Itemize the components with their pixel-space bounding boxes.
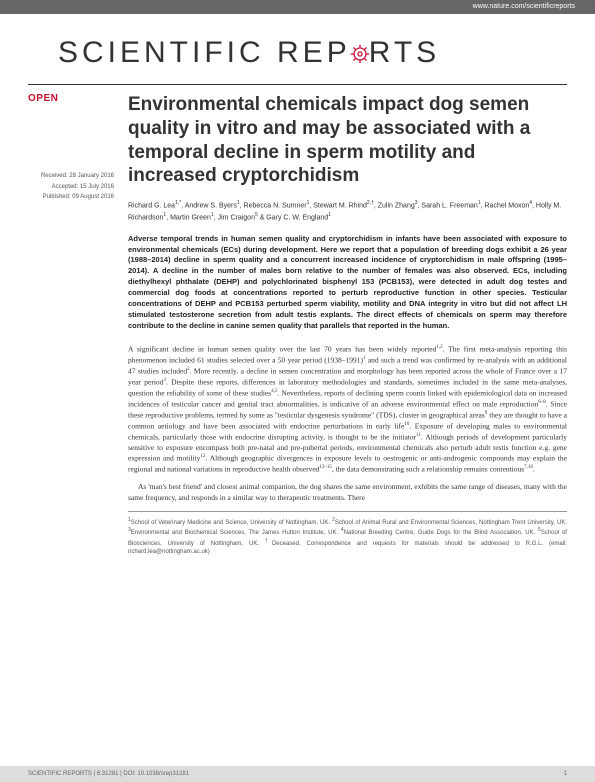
title-divider [28, 84, 567, 85]
publication-dates: Received: 28 January 2016 Accepted: 15 J… [28, 172, 114, 203]
header-url: www.nature.com/scientificreports [473, 3, 575, 10]
article-title: Environmental chemicals impact dog semen… [128, 93, 567, 188]
body-paragraph-1: A significant decline in human semen qua… [128, 344, 567, 476]
abstract: Adverse temporal trends in human semen q… [128, 234, 567, 332]
gear-icon [349, 43, 371, 65]
author-list: Richard G. Lea1,*, Andrew S. Byers1, Reb… [128, 200, 567, 224]
body-paragraph-2: As 'man's best friend' and closest anima… [128, 482, 567, 503]
affiliations: 1School of Veterinary Medicine and Scien… [128, 511, 567, 557]
article-body: Environmental chemicals impact dog semen… [122, 93, 567, 557]
header-url-bar: www.nature.com/scientificreports [0, 0, 595, 14]
page-number: 1 [564, 771, 567, 777]
open-access-label: OPEN [28, 93, 114, 104]
page-footer: SCIENTIFIC REPORTS | 6:31281 | DOI: 10.1… [0, 766, 595, 782]
meta-sidebar: OPEN Received: 28 January 2016 Accepted:… [28, 93, 122, 557]
footer-citation: SCIENTIFIC REPORTS | 6:31281 | DOI: 10.1… [28, 771, 189, 777]
journal-title: SCIENTIFIC REPRTS [0, 14, 595, 70]
published-date: Published: 09 August 2016 [28, 193, 114, 203]
accepted-date: Accepted: 15 July 2016 [28, 183, 114, 193]
received-date: Received: 28 January 2016 [28, 172, 114, 182]
